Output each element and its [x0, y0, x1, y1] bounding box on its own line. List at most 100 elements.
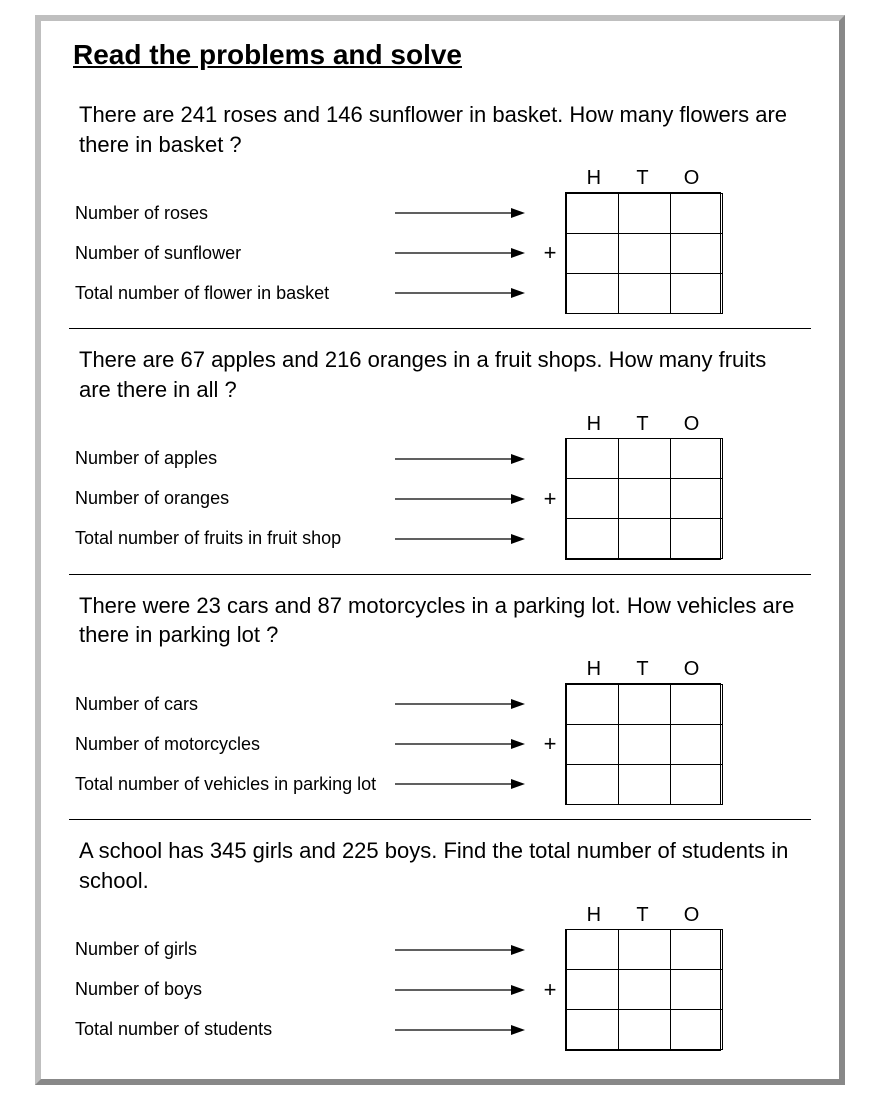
- problem-block: A school has 345 girls and 225 boys. Fin…: [69, 820, 811, 1064]
- operator-blank: [535, 193, 565, 233]
- work-area: Number of carsNumber of motorcyclesTotal…: [75, 658, 805, 805]
- arrow-icon: [395, 738, 525, 750]
- column-header: H: [587, 658, 601, 681]
- column-header: H: [587, 904, 601, 927]
- grid-cell[interactable]: [618, 193, 671, 234]
- grid-cell[interactable]: [618, 929, 671, 970]
- operator-plus: +: [535, 970, 565, 1010]
- work-area: Number of applesNumber of orangesTotal n…: [75, 413, 805, 560]
- column-header: H: [587, 167, 601, 190]
- work-area: Number of rosesNumber of sunflowerTotal …: [75, 167, 805, 314]
- grid-cell[interactable]: [566, 273, 619, 314]
- arrows-column: [395, 167, 535, 313]
- column-header: H: [587, 413, 601, 436]
- arrow-icon: [395, 944, 525, 956]
- problem-question: A school has 345 girls and 225 boys. Fin…: [75, 836, 805, 895]
- grid-cell[interactable]: [566, 518, 619, 559]
- row-label: Number of oranges: [75, 479, 395, 519]
- arrow-row: [395, 273, 535, 313]
- row-label: Total number of fruits in fruit shop: [75, 519, 395, 559]
- arrow-row: [395, 479, 535, 519]
- grid-cell[interactable]: [618, 478, 671, 519]
- operator-column: +: [535, 904, 565, 1050]
- place-value-grid-wrap: HTO: [565, 413, 721, 560]
- row-label: Number of cars: [75, 684, 395, 724]
- column-headers: HTO: [565, 904, 721, 927]
- column-headers: HTO: [565, 658, 721, 681]
- grid-cell[interactable]: [566, 233, 619, 274]
- operator-plus: +: [535, 479, 565, 519]
- column-headers: HTO: [565, 413, 721, 436]
- row-label: Total number of flower in basket: [75, 273, 395, 313]
- operator-column: +: [535, 167, 565, 313]
- arrow-icon: [395, 453, 525, 465]
- operator-blank: [535, 684, 565, 724]
- grid-cell[interactable]: [670, 929, 723, 970]
- column-header: T: [636, 904, 648, 927]
- operator-blank: [535, 439, 565, 479]
- arrow-icon: [395, 778, 525, 790]
- column-header: O: [684, 167, 700, 190]
- grid-cell[interactable]: [618, 684, 671, 725]
- problem-block: There are 67 apples and 216 oranges in a…: [69, 329, 811, 574]
- grid-cell[interactable]: [618, 438, 671, 479]
- grid-cell[interactable]: [618, 969, 671, 1010]
- grid-cell[interactable]: [618, 273, 671, 314]
- grid-cell[interactable]: [566, 929, 619, 970]
- grid-cell[interactable]: [670, 969, 723, 1010]
- worksheet-frame: Read the problems and solve There are 24…: [40, 20, 840, 1080]
- grid-cell[interactable]: [566, 969, 619, 1010]
- arrow-icon: [395, 1024, 525, 1036]
- grid-cell[interactable]: [566, 193, 619, 234]
- column-header: T: [636, 167, 648, 190]
- operator-blank: [535, 519, 565, 559]
- grid-cell[interactable]: [566, 724, 619, 765]
- grid-cell[interactable]: [670, 438, 723, 479]
- operator-blank: [535, 764, 565, 804]
- grid-cell[interactable]: [566, 764, 619, 805]
- arrow-row: [395, 684, 535, 724]
- row-label: Number of roses: [75, 193, 395, 233]
- grid-cell[interactable]: [670, 764, 723, 805]
- place-value-grid-wrap: HTO: [565, 658, 721, 805]
- grid-cell[interactable]: [670, 273, 723, 314]
- row-labels: Number of applesNumber of orangesTotal n…: [75, 413, 395, 559]
- problem-block: There were 23 cars and 87 motorcycles in…: [69, 575, 811, 820]
- column-header: O: [684, 413, 700, 436]
- grid-cell[interactable]: [566, 438, 619, 479]
- operator-column: +: [535, 413, 565, 559]
- grid-cell[interactable]: [670, 193, 723, 234]
- row-label: Number of boys: [75, 970, 395, 1010]
- row-label: Total number of students: [75, 1010, 395, 1050]
- grid-cell[interactable]: [670, 518, 723, 559]
- grid-cell[interactable]: [618, 518, 671, 559]
- place-value-grid: [565, 683, 721, 805]
- row-labels: Number of girlsNumber of boysTotal numbe…: [75, 904, 395, 1050]
- grid-cell[interactable]: [618, 764, 671, 805]
- grid-cell[interactable]: [566, 1009, 619, 1050]
- operator-column: +: [535, 658, 565, 804]
- column-header: T: [636, 658, 648, 681]
- grid-cell[interactable]: [670, 478, 723, 519]
- operator-plus: +: [535, 233, 565, 273]
- row-labels: Number of carsNumber of motorcyclesTotal…: [75, 658, 395, 804]
- grid-cell[interactable]: [566, 684, 619, 725]
- arrow-row: [395, 233, 535, 273]
- arrows-column: [395, 413, 535, 559]
- grid-cell[interactable]: [618, 1009, 671, 1050]
- operator-blank: [535, 273, 565, 313]
- arrow-icon: [395, 493, 525, 505]
- grid-cell[interactable]: [670, 684, 723, 725]
- grid-cell[interactable]: [618, 724, 671, 765]
- grid-cell[interactable]: [566, 478, 619, 519]
- grid-cell[interactable]: [670, 233, 723, 274]
- grid-cell[interactable]: [618, 233, 671, 274]
- grid-cell[interactable]: [670, 1009, 723, 1050]
- place-value-grid: [565, 192, 721, 314]
- problems-container: There are 241 roses and 146 sunflower in…: [69, 83, 811, 1065]
- arrows-column: [395, 904, 535, 1050]
- grid-cell[interactable]: [670, 724, 723, 765]
- arrow-icon: [395, 287, 525, 299]
- arrow-icon: [395, 984, 525, 996]
- row-label: Total number of vehicles in parking lot: [75, 764, 395, 804]
